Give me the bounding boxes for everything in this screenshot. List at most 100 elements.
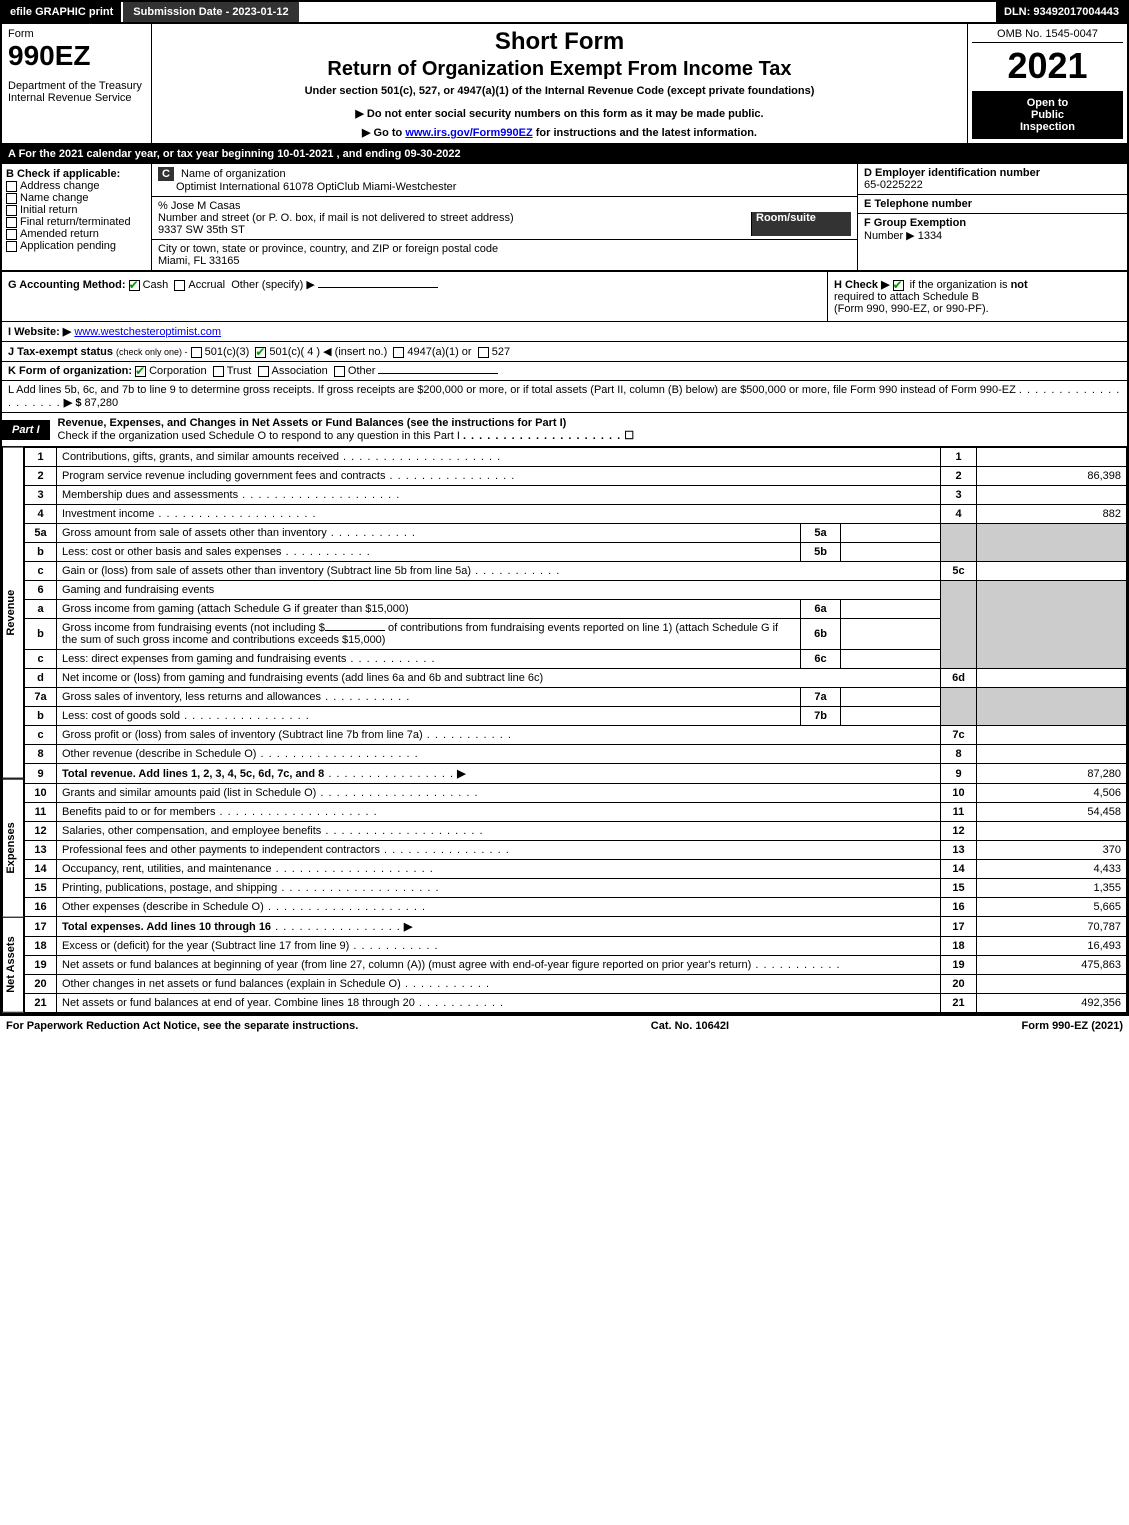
- j-o3: 4947(a)(1) or: [407, 346, 471, 358]
- footer-left: For Paperwork Reduction Act Notice, see …: [6, 1020, 358, 1032]
- l11-k: 11: [941, 803, 977, 822]
- lines-table: 1Contributions, gifts, grants, and simil…: [24, 447, 1127, 1013]
- part1-check-line: Check if the organization used Schedule …: [58, 430, 460, 442]
- part1-title-text: Revenue, Expenses, and Changes in Net As…: [58, 417, 567, 429]
- dots: [415, 997, 504, 1009]
- l7c-k: 7c: [941, 726, 977, 745]
- irs-link[interactable]: www.irs.gov/Form990EZ: [405, 127, 532, 139]
- l9-v: 87,280: [977, 764, 1127, 784]
- h-not: not: [1011, 279, 1028, 291]
- shade: [977, 581, 1127, 669]
- l17-n: 17: [25, 917, 57, 937]
- cb-cash[interactable]: [129, 280, 140, 291]
- open2: Public: [976, 109, 1119, 121]
- d-lbl: D Employer identification number: [864, 167, 1121, 179]
- website-link[interactable]: www.westchesteroptimist.com: [74, 326, 221, 338]
- cb-4947[interactable]: [393, 347, 404, 358]
- b-item-1: Name change: [20, 192, 89, 204]
- b-header: B Check if applicable:: [6, 168, 147, 180]
- cb-name-change[interactable]: [6, 193, 17, 204]
- cb-address-change[interactable]: [6, 181, 17, 192]
- vlabel-revenue: Revenue: [2, 447, 24, 779]
- l6d-n: d: [25, 669, 57, 688]
- cb-501c[interactable]: [255, 347, 266, 358]
- l5c-n: c: [25, 562, 57, 581]
- l16-v: 5,665: [977, 898, 1127, 917]
- dots: [346, 653, 435, 665]
- cb-assoc[interactable]: [258, 366, 269, 377]
- cb-amended-return[interactable]: [6, 229, 17, 240]
- shade: [941, 688, 977, 726]
- l15-n: 15: [25, 879, 57, 898]
- dots: [282, 546, 371, 558]
- org-name: Optimist International 61078 OptiClub Mi…: [176, 181, 456, 193]
- l-txt: L Add lines 5b, 6c, and 7b to line 9 to …: [8, 384, 1016, 396]
- open1: Open to: [976, 97, 1119, 109]
- l8-k: 8: [941, 745, 977, 764]
- l5c-v: [977, 562, 1127, 581]
- line-8: 8Other revenue (describe in Schedule O)8: [25, 745, 1127, 764]
- cb-527[interactable]: [478, 347, 489, 358]
- cb-corp[interactable]: [135, 366, 146, 377]
- cb-other-org[interactable]: [334, 366, 345, 377]
- l6b-sk: 6b: [801, 619, 841, 650]
- l1-n: 1: [25, 448, 57, 467]
- dots: [324, 768, 454, 780]
- h-row: H Check ▶ if the organization is not req…: [827, 272, 1127, 321]
- col-c: C Name of organization Optimist Internat…: [152, 164, 857, 270]
- g-other-input[interactable]: [318, 287, 438, 288]
- line-14: 14Occupancy, rent, utilities, and mainte…: [25, 860, 1127, 879]
- line-16: 16Other expenses (describe in Schedule O…: [25, 898, 1127, 917]
- g-other: Other (specify) ▶: [231, 279, 315, 291]
- f-row: F Group Exemption Number ▶ 1334: [858, 214, 1127, 245]
- cb-501c3[interactable]: [191, 347, 202, 358]
- l3-n: 3: [25, 486, 57, 505]
- line-6: 6Gaming and fundraising events: [25, 581, 1127, 600]
- k-other-input[interactable]: [378, 373, 498, 374]
- goto-pre: ▶ Go to: [362, 127, 405, 139]
- cb-application-pending[interactable]: [6, 241, 17, 252]
- bcdef-block: B Check if applicable: Address change Na…: [0, 164, 1129, 271]
- line-4: 4Investment income4882: [25, 505, 1127, 524]
- dots: [180, 710, 310, 722]
- l6-n: 6: [25, 581, 57, 600]
- footer-right-pre: Form: [1022, 1020, 1053, 1032]
- k-o4: Other: [348, 365, 376, 377]
- part1-title: Revenue, Expenses, and Changes in Net As…: [50, 413, 1127, 446]
- line-6d: dNet income or (loss) from gaming and fu…: [25, 669, 1127, 688]
- l2-n: 2: [25, 467, 57, 486]
- l17-d: Total expenses. Add lines 10 through 16: [62, 921, 271, 933]
- cb-h[interactable]: [893, 280, 904, 291]
- l4-d: Investment income: [62, 508, 154, 520]
- cb-trust[interactable]: [213, 366, 224, 377]
- room-suite-lbl: Room/suite: [751, 212, 851, 236]
- dots: [339, 451, 501, 463]
- l6b-blank[interactable]: [325, 630, 385, 631]
- l12-k: 12: [941, 822, 977, 841]
- line-15: 15Printing, publications, postage, and s…: [25, 879, 1127, 898]
- l1-k: 1: [941, 448, 977, 467]
- cb-accrual[interactable]: [174, 280, 185, 291]
- line-3: 3Membership dues and assessments3: [25, 486, 1127, 505]
- h-t2: required to attach Schedule B: [834, 291, 979, 303]
- l9-k: 9: [941, 764, 977, 784]
- efile-print-button[interactable]: efile GRAPHIC print: [2, 2, 121, 22]
- l7a-sv: [841, 688, 941, 707]
- k-lbl: K Form of organization:: [8, 365, 132, 377]
- cb-final-return[interactable]: [6, 217, 17, 228]
- open-to-public: Open to Public Inspection: [972, 91, 1123, 139]
- l-row: L Add lines 5b, 6c, and 7b to line 9 to …: [0, 381, 1129, 413]
- l14-d: Occupancy, rent, utilities, and maintena…: [62, 863, 272, 875]
- l2-k: 2: [941, 467, 977, 486]
- cb-initial-return[interactable]: [6, 205, 17, 216]
- arrow-icon: ▶: [404, 921, 412, 933]
- l19-d: Net assets or fund balances at beginning…: [62, 959, 751, 971]
- l9-d: Total revenue. Add lines 1, 2, 3, 4, 5c,…: [62, 768, 324, 780]
- k-row: K Form of organization: Corporation Trus…: [0, 362, 1129, 381]
- l6-d: Gaming and fundraising events: [57, 581, 941, 600]
- l5b-d: Less: cost or other basis and sales expe…: [62, 546, 282, 558]
- l18-v: 16,493: [977, 937, 1127, 956]
- dots: [380, 844, 510, 856]
- h-lbl: H Check ▶: [834, 279, 890, 291]
- dots: [321, 691, 410, 703]
